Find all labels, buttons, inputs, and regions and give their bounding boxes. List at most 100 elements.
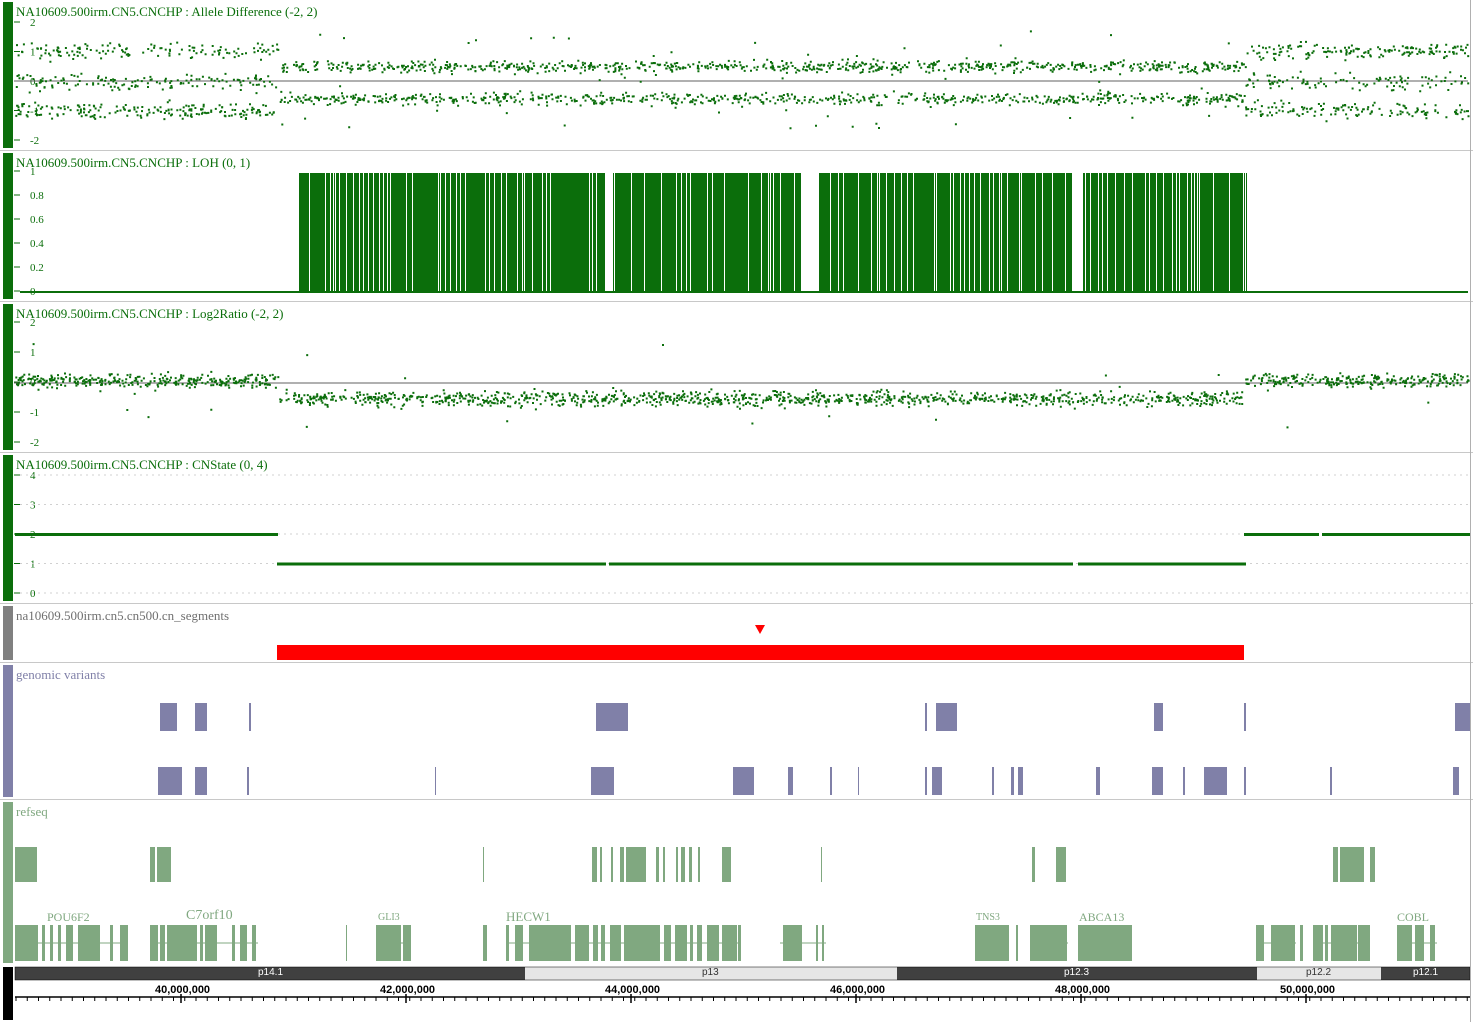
- refseq-exon: [593, 925, 598, 961]
- refseq-exon: [600, 847, 602, 882]
- refseq-exon: [575, 925, 589, 961]
- gene-label-tns3[interactable]: TNS3: [976, 912, 1000, 923]
- variant-block: [1011, 767, 1014, 795]
- refseq-exon: [626, 847, 646, 882]
- refseq-exon: [515, 925, 523, 961]
- cn-segments-plot: [277, 625, 1244, 660]
- track-handle-genomic-variants[interactable]: [3, 665, 13, 797]
- gene-label-pou6f2[interactable]: POU6F2: [47, 910, 90, 924]
- ideogram-band: [525, 967, 897, 980]
- refseq-exon: [150, 847, 155, 882]
- track-handle-allele-difference[interactable]: [3, 2, 13, 148]
- track-allele-difference[interactable]: 2 1 0 -1 -2 NA10609.500irm.CN5.CNCHP : Allel…: [0, 0, 1473, 150]
- track-title-genomic-variants: genomic variants: [16, 667, 106, 682]
- gene-label-hecw1[interactable]: HECW1: [506, 909, 551, 924]
- refseq-exon: [240, 925, 247, 961]
- axis-tick-label: 2: [30, 317, 36, 329]
- refseq-exon: [120, 925, 128, 961]
- band-p12-1: p12.1: [1413, 967, 1439, 978]
- refseq-exon: [200, 925, 203, 961]
- axis-tick-label: 1: [30, 166, 36, 178]
- refseq-exon: [252, 925, 256, 961]
- refseq-exon: [738, 925, 741, 961]
- refseq-exon: [150, 925, 158, 961]
- coordinate-ruler[interactable]: p14.1 p13 p12.3 p12.2 p12.1 40,000,000 4…: [0, 965, 1473, 1022]
- variant-block: [1453, 767, 1459, 795]
- track-handle-log2ratio[interactable]: [3, 304, 13, 450]
- gene-label-c7orf10[interactable]: C7orf10: [186, 908, 233, 923]
- refseq-exon: [529, 925, 571, 961]
- track-log2ratio[interactable]: 210-1-2 NA10609.500irm.CN5.CNCHP : Log2R…: [0, 302, 1473, 452]
- refseq-exon: [160, 925, 165, 961]
- band-p12-2: p12.2: [1306, 967, 1332, 978]
- log2ratio-plot: 210-1-2: [14, 317, 1470, 449]
- refseq-exon: [624, 925, 660, 961]
- ideogram-band: [15, 967, 525, 980]
- refseq-exon: [15, 925, 38, 961]
- refseq-exon: [1358, 925, 1370, 961]
- track-handle-loh[interactable]: [3, 153, 13, 299]
- track-handle-cn-segments[interactable]: [3, 606, 13, 660]
- track-cn-segments[interactable]: na10609.500irm.cn5.cn500.cn_segments: [0, 604, 1473, 662]
- axis-tick-label: 1: [30, 347, 36, 359]
- ruler-label-46m: 46,000,000: [830, 984, 886, 996]
- track-title-cnstate: NA10609.500irm.CN5.CNCHP : CNState (0, 4…: [16, 457, 268, 472]
- variant-block: [435, 767, 436, 795]
- refseq-exon: [1300, 925, 1303, 961]
- axis-tick-label: -2: [30, 437, 39, 449]
- refseq-exon: [232, 925, 235, 961]
- refseq-exon: [697, 925, 702, 961]
- variant-block: [1330, 767, 1332, 795]
- gene-label-gli3[interactable]: GLI3: [378, 912, 400, 923]
- track-genomic-variants[interactable]: genomic variants: [0, 663, 1473, 799]
- track-handle-refseq[interactable]: [3, 802, 13, 963]
- refseq-exon: [1313, 925, 1323, 961]
- track-cnstate[interactable]: 43210 NA10609.500irm.CN5.CNCHP : CNState…: [0, 453, 1473, 603]
- refseq-exon: [690, 925, 693, 961]
- refseq-exon: [822, 925, 824, 961]
- ruler-label-40m: 40,000,000: [155, 984, 211, 996]
- variant-block: [249, 703, 251, 731]
- gene-label-abca13[interactable]: ABCA13: [1079, 910, 1125, 924]
- variant-block: [1244, 767, 1246, 795]
- refseq-exon: [1415, 925, 1424, 961]
- refseq-exon: [722, 847, 731, 882]
- variant-block: [1455, 703, 1471, 731]
- refseq-exon: [1271, 925, 1295, 961]
- refseq-exon: [611, 847, 613, 882]
- variant-block: [160, 703, 177, 731]
- refseq-exon: [1325, 925, 1328, 961]
- refseq-exon: [592, 847, 597, 882]
- track-handle-ruler[interactable]: [3, 967, 13, 1020]
- axis-tick-label: 0: [30, 588, 36, 600]
- track-title-allele-difference: NA10609.500irm.CN5.CNCHP : Allele Differ…: [16, 4, 318, 19]
- refseq-exon: [620, 847, 624, 882]
- refseq-exon: [707, 925, 719, 961]
- axis-tick-label: -1: [30, 106, 39, 118]
- cn-segment-bar: [277, 645, 1244, 660]
- track-title-loh: NA10609.500irm.CN5.CNCHP : LOH (0, 1): [16, 155, 251, 170]
- refseq-exon: [78, 925, 100, 961]
- allele-difference-points: [15, 30, 1470, 130]
- refseq-exon: [664, 925, 671, 961]
- variant-block: [925, 767, 927, 795]
- refseq-exon: [1056, 847, 1066, 882]
- refseq-exon: [610, 925, 621, 961]
- refseq-exon: [689, 847, 692, 882]
- band-p13: p13: [702, 967, 719, 978]
- track-handle-cnstate[interactable]: [3, 455, 13, 601]
- axis-tick-label: 0.6: [30, 214, 44, 226]
- refseq-exon: [675, 925, 687, 961]
- refseq-exon: [483, 847, 484, 882]
- track-loh[interactable]: 10.80.60.40.20 NA10609.500irm.CN5.CNCHP …: [0, 151, 1473, 301]
- track-refseq[interactable]: refseq POU6F2 C7orf10 GLI3 HECW1 TNS3 AB…: [0, 800, 1473, 965]
- axis-tick-label: 3: [30, 500, 36, 512]
- variant-block: [158, 767, 182, 795]
- axis-tick-label: 1: [30, 47, 36, 59]
- variant-block: [1183, 767, 1185, 795]
- refseq-exon: [205, 925, 217, 961]
- refseq-exon: [506, 925, 509, 961]
- gene-label-cobl[interactable]: COBL: [1397, 910, 1430, 924]
- refseq-exon: [376, 925, 401, 961]
- refseq-exon: [66, 925, 73, 961]
